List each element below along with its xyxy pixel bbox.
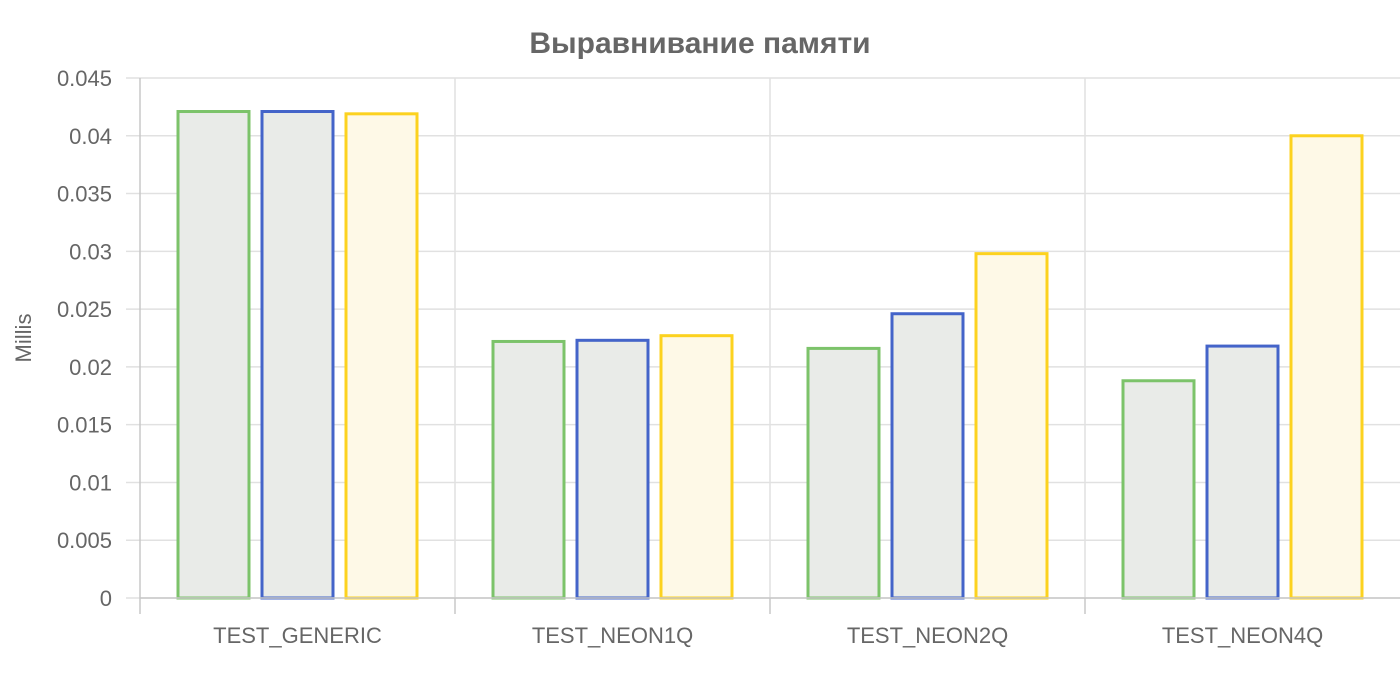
x-tick-label: TEST_NEON1Q: [532, 623, 693, 648]
y-tick-label: 0.01: [69, 470, 112, 495]
bar-series-1-test-neon1q[interactable]: [491, 339, 566, 600]
chart-title: Выравнивание памяти: [529, 27, 870, 60]
bar-series-3-test-generic[interactable]: [344, 112, 419, 600]
bar-series-1-test-neon4q[interactable]: [1121, 379, 1196, 600]
y-tick-label: 0.035: [57, 182, 112, 207]
y-tick-label: 0.03: [69, 239, 112, 264]
bar-series-2-test-neon1q[interactable]: [575, 338, 650, 600]
bar-series-2-test-generic[interactable]: [260, 110, 335, 600]
bar-series-3-test-neon1q[interactable]: [659, 334, 734, 600]
y-tick-label: 0.02: [69, 355, 112, 380]
x-tick-label: TEST_GENERIC: [213, 623, 382, 648]
y-tick-label: 0.025: [57, 297, 112, 322]
bar-series-2-test-neon4q[interactable]: [1205, 344, 1280, 600]
y-tick-label: 0.04: [69, 124, 112, 149]
y-tick-labels: 0 0.005 0.01 0.015 0.02 0.025 0.03 0.035 0.04 0.0…: [57, 66, 112, 611]
bars: [176, 110, 1364, 600]
y-tick-label: 0: [100, 586, 112, 611]
axes: [139, 78, 1400, 614]
y-tick-label: 0.015: [57, 413, 112, 438]
bar-series-3-test-neon4q[interactable]: [1289, 134, 1364, 600]
bar-series-3-test-neon2q[interactable]: [974, 252, 1049, 600]
bar-series-1-test-neon2q[interactable]: [806, 346, 881, 600]
bar-series-1-test-generic[interactable]: [176, 110, 251, 600]
y-tick-label: 0.045: [57, 66, 112, 91]
bar-series-2-test-neon2q[interactable]: [890, 312, 965, 600]
x-tick-labels: TEST_GENERIC TEST_NEON1Q TEST_NEON2Q TEST_N…: [213, 623, 1323, 648]
y-tick-label: 0.005: [57, 528, 112, 553]
grid-lines: [126, 77, 1400, 599]
y-axis-title: Millis: [11, 314, 36, 363]
x-tick-label: TEST_NEON4Q: [1162, 623, 1323, 648]
x-tick-label: TEST_NEON2Q: [847, 623, 1008, 648]
